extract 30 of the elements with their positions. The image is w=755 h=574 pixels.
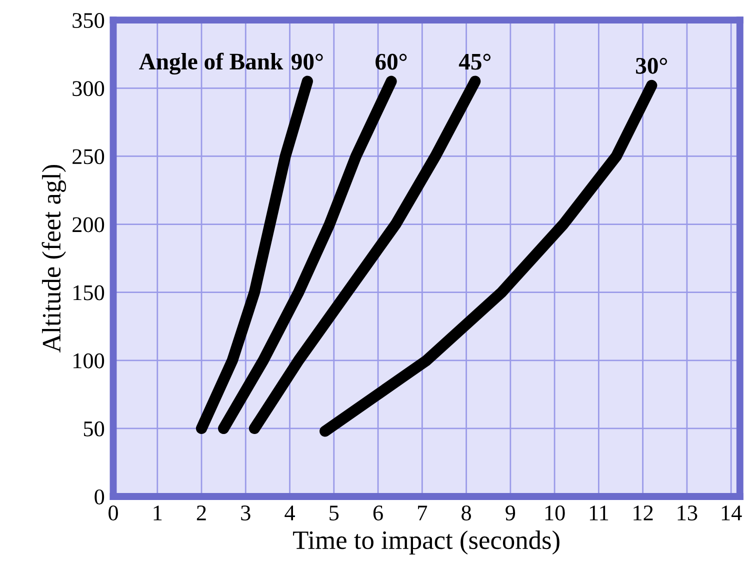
series-label: 60° (376, 54, 407, 70)
y-tick-label: 200 (72, 217, 104, 232)
x-tick-label: 6 (373, 506, 383, 520)
x-axis-title: Time to impact (seconds) (293, 530, 560, 554)
x-tick-label: 10 (545, 505, 565, 520)
x-tick-label: 9 (506, 506, 516, 520)
y-tick-label: 300 (72, 81, 104, 96)
x-tick-label: 0 (108, 505, 118, 520)
x-tick-label: 7 (418, 506, 428, 520)
annotation: Angle of Bank (139, 52, 284, 75)
y-axis-title: Altitude (feet agl) (42, 164, 66, 353)
series-label: 30° (636, 58, 668, 74)
y-tick-label: 50 (84, 421, 104, 436)
x-tick-label: 2 (196, 506, 206, 520)
series-label: 90° (292, 54, 323, 70)
y-tick-label: 150 (74, 285, 104, 300)
x-tick-label: 11 (590, 506, 608, 520)
x-tick-label: 12 (634, 506, 653, 520)
x-tick-label: 13 (678, 506, 698, 520)
y-tick-label: 100 (74, 353, 104, 368)
x-tick-label: 1 (154, 506, 162, 520)
x-tick-label: 3 (241, 506, 250, 520)
y-tick-label: 250 (72, 149, 104, 164)
y-tick-label: 0 (94, 489, 104, 504)
series-label: 45° (458, 54, 490, 70)
y-tick-label: 350 (72, 13, 104, 28)
x-tick-label: 4 (284, 506, 295, 520)
x-tick-label: 5 (330, 506, 339, 520)
x-tick-label: 14 (722, 506, 742, 520)
x-tick-label: 8 (462, 505, 471, 520)
